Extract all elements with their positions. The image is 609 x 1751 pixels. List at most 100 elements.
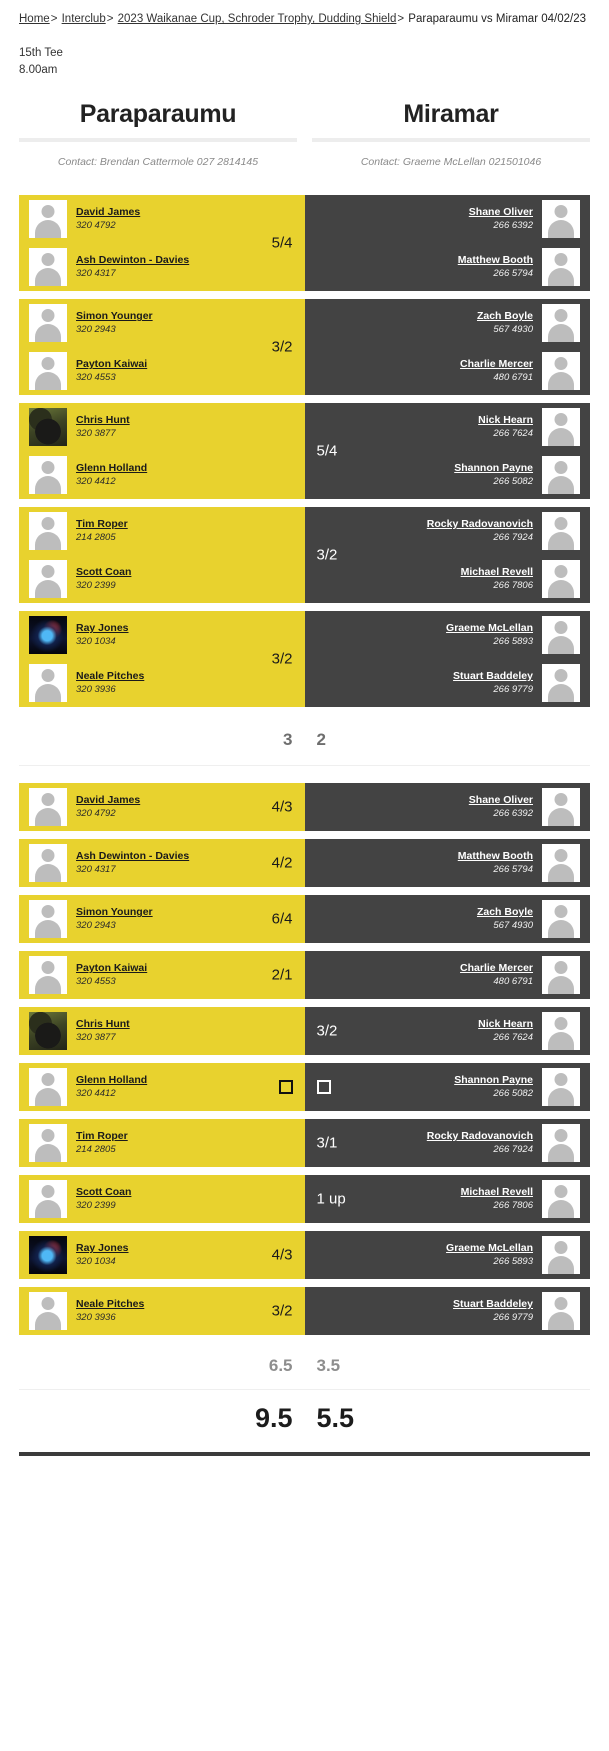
- avatar-head: [41, 309, 55, 323]
- home-team-side: David James 320 4792 Ash Dewinton - Davies…: [19, 195, 305, 292]
- player-photo-avatar: [29, 616, 67, 655]
- player-name-link[interactable]: Rocky Radovanovich: [426, 1130, 533, 1143]
- player-row: Chris Hunt 320 3877: [19, 1007, 305, 1055]
- home-team-divider: [19, 138, 297, 143]
- singles-match-row: Simon Younger 320 2943 6/4 Zach Boyle 567 49…: [19, 895, 590, 944]
- player-name-link[interactable]: Matthew Booth: [457, 254, 533, 267]
- person-avatar-icon: [29, 352, 67, 391]
- player-row: Payton Kaiwai 320 4553: [19, 951, 305, 999]
- player-name-link[interactable]: Nick Hearn: [478, 1018, 533, 1031]
- avatar-head: [554, 621, 568, 635]
- grand-total-away-cell: 5.5: [305, 1403, 591, 1434]
- singles-match-row: Payton Kaiwai 320 4553 2/1 Charlie Mercer 48…: [19, 951, 590, 1000]
- player-phone: 266 5794: [493, 267, 533, 279]
- player-name-link[interactable]: Ash Dewinton - Davies: [76, 254, 190, 267]
- player-name-link[interactable]: Payton Kaiwai: [76, 358, 148, 371]
- player-phone: 320 4317: [76, 863, 116, 875]
- player-name-link[interactable]: Simon Younger: [76, 906, 153, 919]
- player-phone: 320 1034: [76, 1255, 116, 1267]
- player-name-link[interactable]: Stuart Baddeley: [453, 670, 533, 683]
- away-team-side: Nick Hearn 266 7624 3/2: [304, 1007, 591, 1056]
- player-name-link[interactable]: Scott Coan: [76, 566, 132, 579]
- singles-match-list: David James 320 4792 4/3 Shane Oliver 266 63…: [0, 766, 609, 1336]
- player-row: Simon Younger 320 2943: [19, 299, 305, 347]
- player-name-link[interactable]: Tim Roper: [76, 1130, 128, 1143]
- player-row: Neale Pitches 320 3936: [19, 1287, 305, 1335]
- players-container: Shannon Payne 266 5082: [305, 1063, 591, 1111]
- player-phone: 320 3877: [76, 427, 116, 439]
- person-avatar-icon: [542, 1124, 580, 1163]
- home-team-side: Glenn Holland 320 4412: [19, 1063, 305, 1112]
- doubles-subtotal-row: 3 2: [0, 715, 609, 765]
- away-team-side: Rocky Radovanovich 266 7924 Michael Revell…: [304, 507, 591, 604]
- player-name-link[interactable]: Neale Pitches: [76, 670, 145, 683]
- player-name-link[interactable]: Graeme McLellan: [446, 1242, 533, 1255]
- player-name-link[interactable]: Charlie Mercer: [460, 962, 533, 975]
- singles-subtotal-away-cell: 3.5: [305, 1356, 591, 1376]
- player-name-link[interactable]: David James: [76, 206, 141, 219]
- player-name-link[interactable]: Chris Hunt: [76, 1018, 130, 1031]
- players-container: Rocky Radovanovich 266 7924 Michael Revell…: [305, 507, 591, 603]
- player-name-link[interactable]: Matthew Booth: [457, 850, 533, 863]
- player-name-link[interactable]: Ash Dewinton - Davies: [76, 850, 190, 863]
- player-name-link[interactable]: Shane Oliver: [468, 794, 533, 807]
- avatar-body: [35, 220, 61, 239]
- player-row: Chris Hunt 320 3877: [19, 403, 305, 451]
- player-name-link[interactable]: Graeme McLellan: [446, 622, 533, 635]
- player-name-link[interactable]: Ray Jones: [76, 622, 129, 635]
- player-name-link[interactable]: Michael Revell: [460, 566, 533, 579]
- person-avatar-icon: [542, 512, 580, 551]
- player-info: Tim Roper 214 2805: [73, 1130, 301, 1156]
- player-phone: 320 3877: [76, 1031, 116, 1043]
- player-name-link[interactable]: Payton Kaiwai: [76, 962, 148, 975]
- player-name-link[interactable]: Scott Coan: [76, 1186, 132, 1199]
- player-name-link[interactable]: Rocky Radovanovich: [426, 518, 533, 531]
- player-phone: 266 6392: [493, 219, 533, 231]
- player-row: Rocky Radovanovich 266 7924: [305, 1119, 591, 1167]
- player-name-link[interactable]: Stuart Baddeley: [453, 1298, 533, 1311]
- player-phone: 320 2399: [76, 1199, 116, 1211]
- singles-match-row: Tim Roper 214 2805 Rocky Radovanovich 266 7…: [19, 1119, 591, 1168]
- player-name-link[interactable]: Zach Boyle: [476, 906, 533, 919]
- player-phone: 266 5082: [493, 475, 533, 487]
- players-container: Payton Kaiwai 320 4553: [19, 951, 305, 999]
- player-name-link[interactable]: Tim Roper: [76, 518, 128, 531]
- player-row: Ray Jones 320 1034: [19, 1231, 305, 1279]
- breadcrumb-link-competition[interactable]: 2023 Waikanae Cup, Schroder Trophy, Dudd…: [117, 13, 397, 25]
- player-row: Nick Hearn 266 7624: [305, 1007, 591, 1055]
- player-name-link[interactable]: Charlie Mercer: [460, 358, 533, 371]
- player-row: Ash Dewinton - Davies 320 4317: [19, 839, 305, 887]
- player-name-link[interactable]: Neale Pitches: [76, 1298, 145, 1311]
- person-avatar-icon: [542, 844, 580, 883]
- singles-subtotal-divider: [19, 1389, 590, 1391]
- breadcrumb-link-interclub[interactable]: Interclub: [61, 13, 106, 25]
- player-phone: 266 5082: [493, 1087, 533, 1099]
- breadcrumb-link-home[interactable]: Home: [19, 13, 50, 25]
- player-name-link[interactable]: Nick Hearn: [478, 414, 533, 427]
- player-phone: 266 7806: [493, 579, 533, 591]
- player-row: Ray Jones 320 1034: [19, 611, 305, 659]
- singles-match-row: Chris Hunt 320 3877 Nick Hearn 266 7624 3/2: [19, 1007, 591, 1056]
- player-phone: 320 4317: [76, 267, 116, 279]
- home-team-side: Tim Roper 214 2805 Scott Coan 320 2399: [19, 507, 305, 604]
- player-name-link[interactable]: Chris Hunt: [76, 414, 130, 427]
- away-team-side: Shane Oliver 266 6392: [304, 783, 590, 832]
- avatar-head: [554, 1185, 568, 1199]
- player-name-link[interactable]: Ray Jones: [76, 1242, 129, 1255]
- player-name-link[interactable]: Glenn Holland: [76, 1074, 148, 1087]
- player-name-link[interactable]: Zach Boyle: [476, 310, 533, 323]
- player-name-link[interactable]: Glenn Holland: [76, 462, 148, 475]
- player-name-link[interactable]: David James: [76, 794, 141, 807]
- player-name-link[interactable]: Simon Younger: [76, 310, 153, 323]
- person-avatar-icon: [29, 1068, 67, 1107]
- player-info: Graeme McLellan 266 5893: [309, 1242, 537, 1268]
- players-container: Shane Oliver 266 6392 Matthew Booth 266 579…: [305, 195, 591, 291]
- home-team-contact: Contact: Brendan Cattermole 027 2814145: [57, 156, 259, 169]
- avatar-body: [548, 372, 574, 391]
- match-result-score: 3/2: [316, 546, 338, 564]
- player-name-link[interactable]: Shannon Payne: [454, 1074, 533, 1087]
- player-name-link[interactable]: Shane Oliver: [468, 206, 533, 219]
- person-avatar-icon: [542, 456, 580, 495]
- player-name-link[interactable]: Shannon Payne: [454, 462, 533, 475]
- player-phone: 266 7924: [493, 531, 533, 543]
